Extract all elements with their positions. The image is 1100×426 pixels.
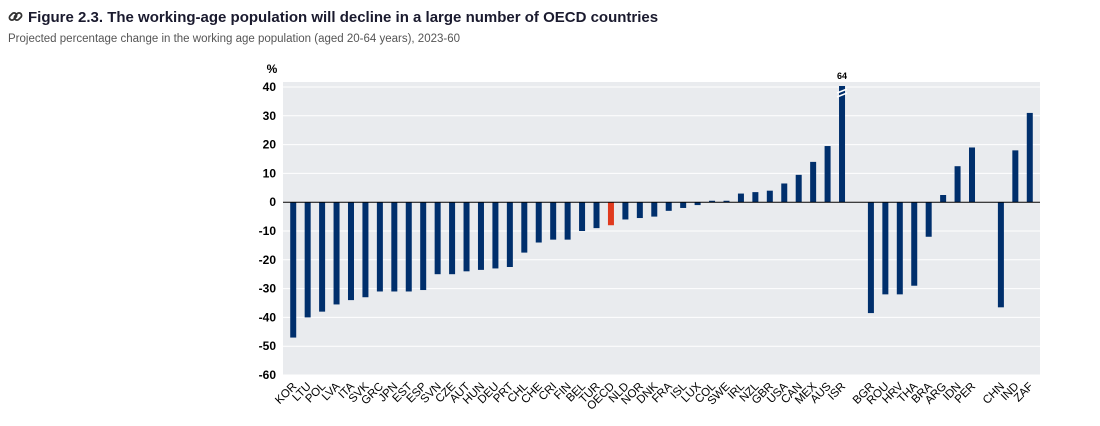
bar	[506, 202, 513, 267]
bar	[1026, 112, 1033, 203]
bar	[636, 202, 643, 219]
y-tick-label: 20	[263, 138, 277, 152]
bar	[896, 202, 903, 295]
bar	[954, 166, 961, 203]
y-tick-label: 10	[263, 166, 277, 180]
bar	[925, 202, 932, 237]
bar	[362, 202, 369, 298]
bar	[651, 202, 658, 217]
bar	[911, 202, 918, 286]
bar	[593, 202, 600, 229]
bar	[333, 202, 340, 305]
bar	[391, 202, 398, 292]
y-tick-label: -20	[259, 253, 277, 267]
link-icon[interactable]	[8, 12, 23, 21]
bar	[723, 200, 730, 203]
bar	[319, 202, 326, 312]
bar	[405, 202, 412, 292]
bar	[766, 190, 773, 203]
value-label: 64	[837, 71, 847, 81]
bar	[420, 202, 427, 291]
bar	[521, 202, 528, 253]
bar	[564, 202, 571, 240]
bar	[463, 202, 470, 272]
bar	[824, 146, 831, 203]
bar	[607, 202, 614, 226]
bar	[347, 202, 354, 301]
bar	[376, 202, 383, 292]
chart-subtitle: Projected percentage change in the worki…	[8, 33, 460, 45]
bar	[434, 202, 441, 275]
y-tick-label: 0	[269, 195, 276, 209]
bar	[535, 202, 542, 243]
chart-title: Figure 2.3. The working-age population w…	[28, 9, 658, 26]
bar	[694, 202, 701, 206]
axis-break	[836, 88, 848, 98]
y-tick-label: -10	[259, 224, 277, 238]
bar	[882, 202, 889, 295]
bar	[839, 86, 846, 203]
bar	[810, 161, 817, 203]
bar	[579, 202, 586, 231]
bar	[969, 147, 976, 203]
bar	[867, 202, 874, 314]
bar	[781, 183, 788, 203]
y-tick-label: -60	[259, 368, 277, 382]
bar	[680, 202, 687, 208]
bar	[665, 202, 672, 211]
bar	[304, 202, 311, 318]
y-tick-label: -30	[259, 282, 277, 296]
y-tick-label: 40	[263, 80, 277, 94]
y-tick-label: -50	[259, 339, 277, 353]
bars	[290, 86, 1033, 338]
y-tick-label: 30	[263, 109, 277, 123]
bar	[1012, 150, 1019, 203]
bar	[477, 202, 484, 270]
bar	[737, 193, 744, 203]
bar	[709, 200, 716, 203]
x-tick-label: ISR	[826, 381, 848, 403]
bar	[550, 202, 557, 240]
y-unit: %	[267, 62, 278, 76]
bar	[622, 202, 629, 220]
bar	[290, 202, 297, 338]
bar	[997, 202, 1004, 308]
bar	[940, 195, 947, 203]
bar	[752, 192, 759, 203]
y-tick-label: -40	[259, 310, 277, 324]
bar	[492, 202, 499, 269]
bar	[449, 202, 456, 275]
bar	[795, 174, 802, 203]
